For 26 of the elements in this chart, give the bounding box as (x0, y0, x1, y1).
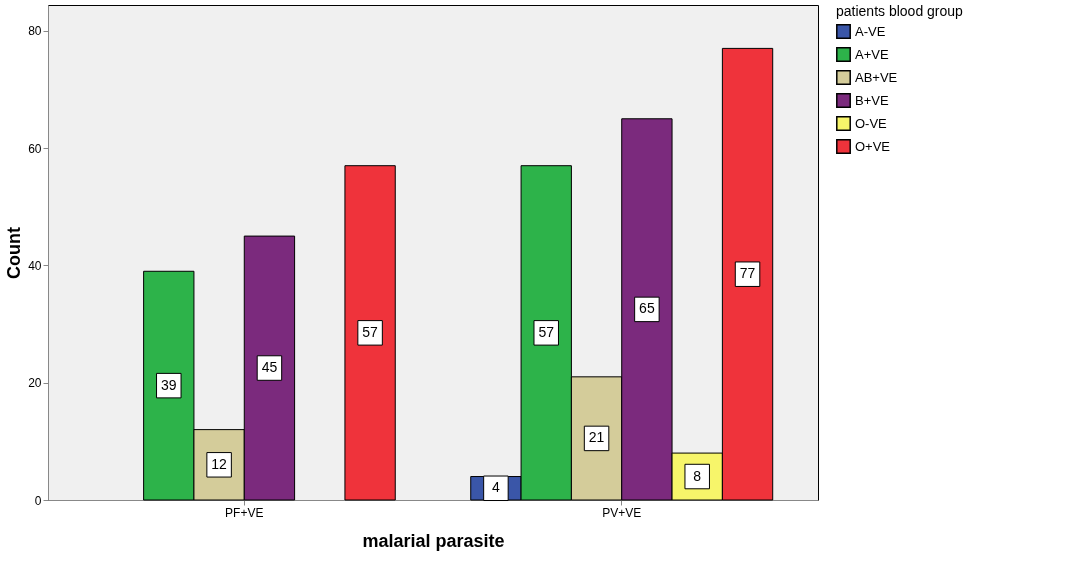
data-label: 57 (362, 323, 379, 340)
y-tick-label: 40 (28, 258, 42, 273)
legend-label: B+VE (855, 92, 889, 108)
legend-label: O-VE (855, 115, 888, 131)
data-label: 4 (492, 479, 501, 496)
x-tick-label: PV+VE (602, 505, 642, 520)
x-axis-title: malarial parasite (362, 530, 505, 551)
legend-title: patients blood group (836, 3, 964, 19)
x-tick-label: PF+VE (225, 505, 264, 520)
data-label: 8 (693, 467, 702, 484)
data-label: 57 (538, 323, 555, 340)
data-label: 65 (639, 300, 655, 317)
legend-label: A-VE (855, 23, 886, 39)
y-tick-label: 20 (28, 376, 42, 391)
legend-label: A+VE (855, 46, 889, 62)
data-label: 12 (211, 455, 228, 472)
data-label: 39 (161, 376, 177, 393)
y-tick-label: 60 (28, 141, 42, 156)
data-label: 45 (261, 359, 278, 376)
data-label: 77 (739, 265, 756, 282)
y-axis-title: Count (4, 227, 25, 279)
y-tick-label: 80 (28, 24, 42, 39)
y-tick-label: 0 (34, 493, 42, 508)
legend-label: AB+VE (855, 69, 898, 85)
data-label: 21 (588, 429, 605, 446)
legend-label: O+VE (855, 138, 891, 154)
